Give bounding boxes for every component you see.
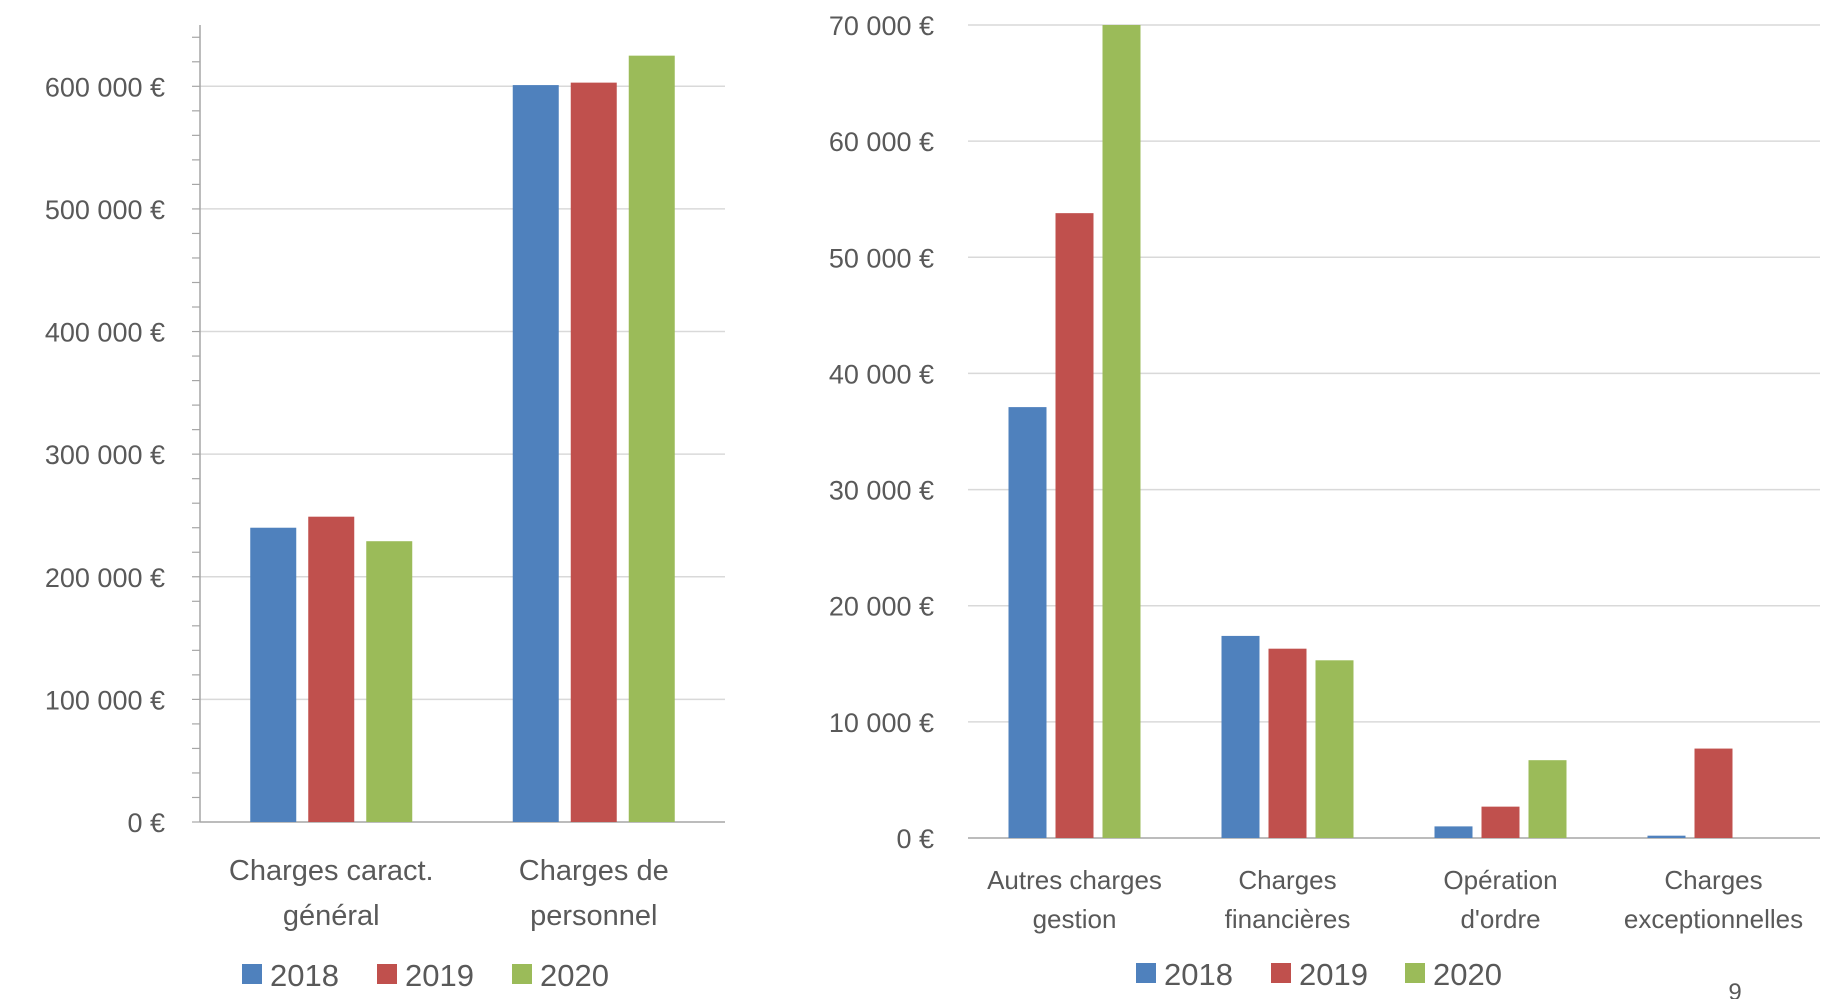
y-tick-label: 70 000 € bbox=[829, 11, 934, 41]
legend-swatch-2020 bbox=[512, 964, 532, 984]
bar-2019 bbox=[308, 516, 355, 822]
bar-2018 bbox=[1008, 407, 1047, 838]
legend-swatch-2019 bbox=[377, 964, 397, 984]
legend-label-2019: 2019 bbox=[405, 958, 474, 993]
bar-2018 bbox=[1221, 635, 1260, 838]
page-number: 9 bbox=[1728, 979, 1741, 999]
category-label: Charges bbox=[1238, 865, 1336, 895]
y-tick-label: 50 000 € bbox=[829, 243, 934, 273]
y-tick-label: 60 000 € bbox=[829, 127, 934, 157]
y-tick-label: 100 000 € bbox=[45, 685, 165, 715]
bar-2018 bbox=[512, 85, 559, 822]
category-label: exceptionnelles bbox=[1624, 904, 1803, 934]
y-tick-label: 30 000 € bbox=[829, 476, 934, 506]
bar-2019 bbox=[570, 82, 617, 823]
legend-label-2019: 2019 bbox=[1299, 957, 1368, 992]
bar-2019 bbox=[1694, 748, 1733, 838]
category-label: Opération bbox=[1443, 865, 1557, 895]
category-label: financières bbox=[1225, 904, 1351, 934]
y-tick-label: 200 000 € bbox=[45, 563, 165, 593]
legend-swatch-2019 bbox=[1271, 963, 1291, 983]
bar-2019 bbox=[1055, 213, 1094, 838]
y-tick-label: 600 000 € bbox=[45, 72, 165, 102]
y-tick-label: 40 000 € bbox=[829, 359, 934, 389]
y-tick-label: 0 € bbox=[127, 808, 165, 838]
legend-swatch-2018 bbox=[242, 964, 262, 984]
bar-2019 bbox=[1481, 806, 1520, 838]
bar-2018 bbox=[250, 527, 297, 822]
category-label: personnel bbox=[530, 900, 657, 932]
legend-label-2018: 2018 bbox=[270, 958, 339, 993]
category-label: Autres charges bbox=[987, 865, 1162, 895]
chart-right-other-charges: 0 € 10 000 € 20 000 € 30 000 € 40 000 € 50 00… bbox=[829, 11, 1820, 992]
category-label: Charges caract. bbox=[229, 855, 434, 887]
category-label: général bbox=[283, 900, 380, 932]
bar-2018 bbox=[1647, 835, 1686, 838]
bar-2020 bbox=[1102, 25, 1141, 838]
legend-label-2020: 2020 bbox=[540, 958, 609, 993]
chart-left-operating-charges: 0 € 100 000 € 200 000 € 300 000 € 400 000 € 5… bbox=[45, 25, 725, 993]
legend-label-2020: 2020 bbox=[1433, 957, 1502, 992]
y-tick-label: 400 000 € bbox=[45, 318, 165, 348]
y-tick-label: 500 000 € bbox=[45, 195, 165, 225]
bar-2020 bbox=[366, 541, 413, 822]
y-tick-label: 300 000 € bbox=[45, 440, 165, 470]
legend-swatch-2018 bbox=[1136, 963, 1156, 983]
legend-label-2018: 2018 bbox=[1164, 957, 1233, 992]
legend-swatch-2020 bbox=[1405, 963, 1425, 983]
category-label: gestion bbox=[1033, 904, 1117, 934]
category-label: Charges de bbox=[519, 855, 669, 887]
category-label: d'ordre bbox=[1460, 904, 1540, 934]
bar-2018 bbox=[1434, 826, 1473, 838]
y-tick-label: 10 000 € bbox=[829, 708, 934, 738]
bar-2020 bbox=[1315, 660, 1354, 838]
bar-2020 bbox=[1528, 760, 1567, 838]
y-tick-label: 20 000 € bbox=[829, 592, 934, 622]
category-label: Charges bbox=[1664, 865, 1762, 895]
bar-2020 bbox=[628, 55, 675, 822]
bar-2019 bbox=[1268, 648, 1307, 838]
y-tick-label: 0 € bbox=[896, 824, 934, 854]
